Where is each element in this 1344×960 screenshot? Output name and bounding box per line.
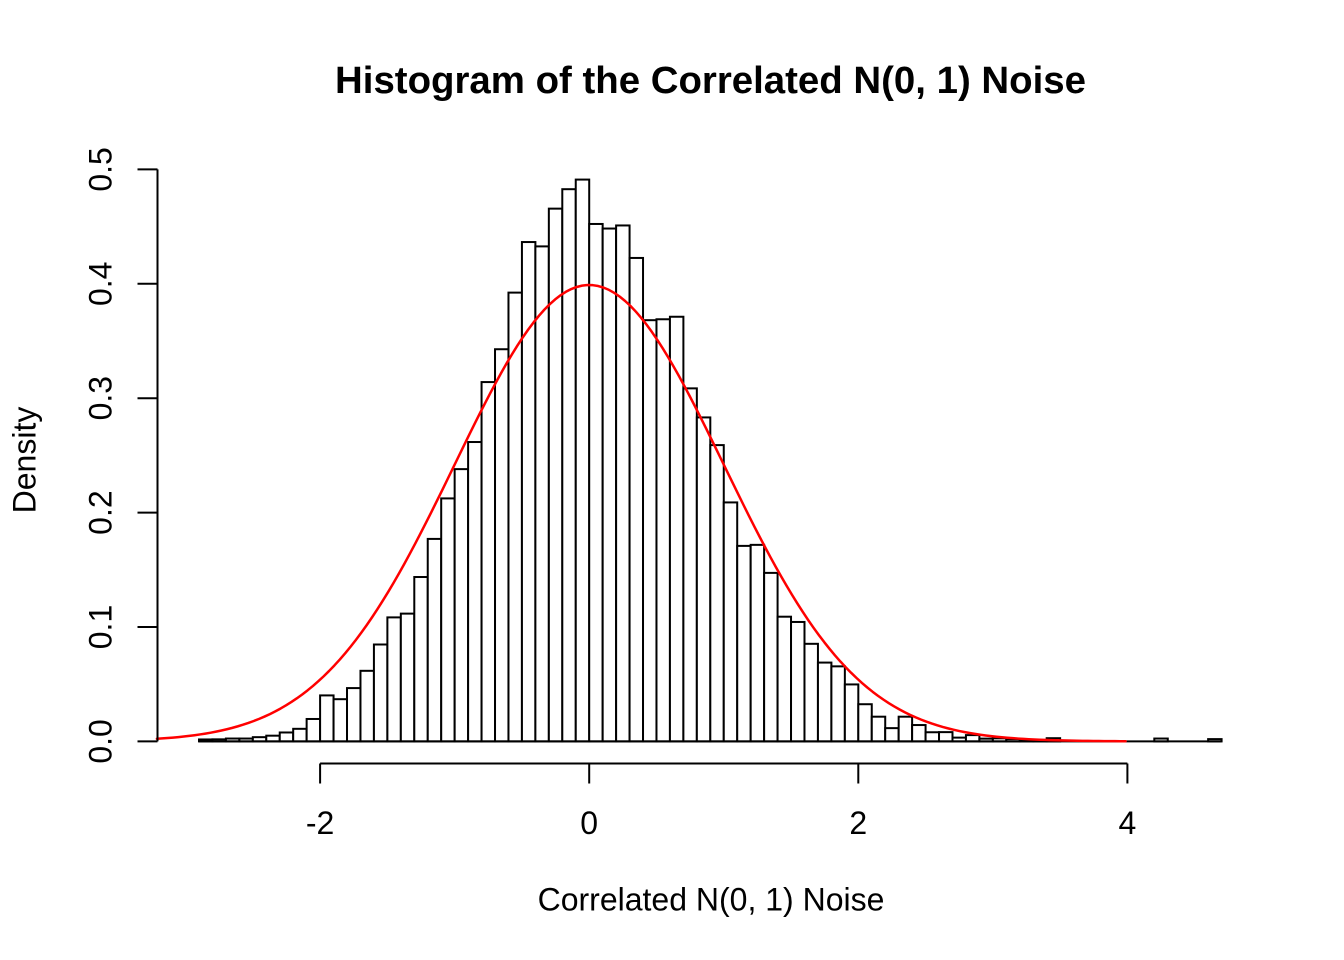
svg-text:2: 2 xyxy=(849,805,867,841)
svg-text:Correlated N(0, 1) Noise: Correlated N(0, 1) Noise xyxy=(538,882,885,918)
svg-text:Density: Density xyxy=(7,407,43,514)
svg-text:0: 0 xyxy=(580,805,598,841)
svg-text:-2: -2 xyxy=(306,805,334,841)
svg-text:0.3: 0.3 xyxy=(83,376,119,420)
svg-text:0.2: 0.2 xyxy=(83,490,119,534)
svg-text:0.0: 0.0 xyxy=(83,719,119,763)
svg-text:0.4: 0.4 xyxy=(83,262,119,306)
svg-text:4: 4 xyxy=(1119,805,1137,841)
svg-text:0.1: 0.1 xyxy=(83,605,119,649)
svg-text:Histogram of the Correlated N(: Histogram of the Correlated N(0, 1) Nois… xyxy=(335,59,1086,102)
svg-text:0.5: 0.5 xyxy=(83,147,119,191)
